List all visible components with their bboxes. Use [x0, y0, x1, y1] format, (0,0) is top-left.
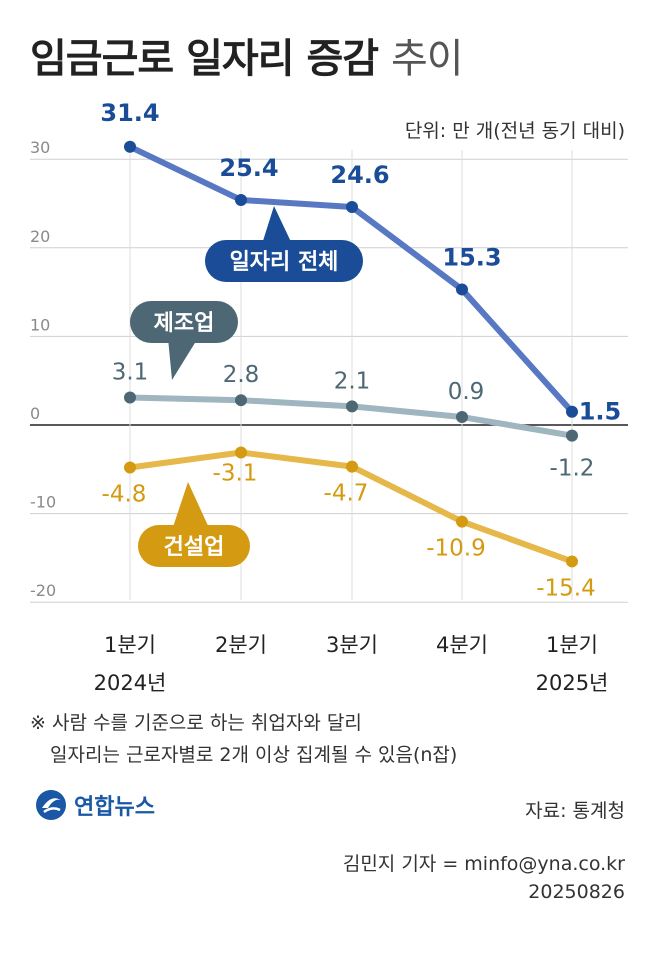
data-label: -10.9: [426, 536, 486, 562]
data-point: [566, 429, 578, 442]
data-label: -4.8: [102, 482, 147, 508]
y-tick-label: -10: [30, 493, 56, 512]
x-tick-label: 2분기: [215, 633, 267, 657]
data-point: [456, 411, 468, 424]
data-label: 3.1: [112, 360, 149, 386]
y-tick-label: 20: [30, 227, 50, 246]
data-label: -15.4: [536, 575, 596, 601]
yonhap-logo-icon: [36, 790, 66, 820]
series-badge-label: 제조업: [154, 311, 215, 336]
y-tick-label: 0: [30, 404, 40, 423]
data-point: [235, 193, 247, 206]
data-point: [235, 394, 247, 407]
data-point: [566, 555, 578, 568]
data-point: [456, 515, 468, 528]
y-tick-label: -20: [30, 581, 56, 600]
x-tick-label: 4분기: [436, 633, 488, 657]
title-bold: 임금근로 일자리 증감: [30, 36, 379, 82]
credit: 김민지 기자 = minfo@yna.co.kr 20250826: [343, 850, 625, 906]
data-label: 1.5: [579, 398, 622, 426]
data-label: -4.7: [324, 481, 369, 507]
series-badge-label: 건설업: [164, 535, 225, 560]
series-badge-pill: [130, 301, 238, 343]
yonhap-logo: 연합뉴스: [34, 788, 155, 822]
credit-reporter: 김민지 기자 = minfo@yna.co.kr: [342, 853, 625, 875]
data-point: [124, 461, 136, 474]
y-tick-label: 10: [30, 315, 50, 334]
series-badge-pill: [205, 240, 363, 282]
x-year-label: 2024년: [94, 671, 167, 695]
series-badge-tail: [262, 206, 292, 244]
source-label: 자료: 통계청: [525, 800, 625, 822]
title-light: 추이: [391, 36, 464, 82]
series-badge-pill: [138, 525, 250, 567]
x-tick-label: 3분기: [326, 633, 378, 657]
data-label: -3.1: [213, 460, 258, 486]
data-point: [346, 400, 358, 413]
logo-text: 연합뉴스: [74, 795, 155, 820]
data-label: 0.9: [448, 379, 485, 405]
data-label: 2.8: [223, 362, 260, 388]
data-label: 31.4: [100, 99, 159, 127]
data-point: [346, 201, 358, 214]
series-badge-tail: [172, 482, 210, 530]
data-label: -1.2: [550, 456, 595, 482]
data-label: 25.4: [219, 154, 278, 182]
data-point: [566, 405, 578, 418]
badge-total: 일자리 전체: [205, 206, 363, 282]
footnote-line-2: 일자리는 근로자별로 2개 이상 집계될 수 있음(n잡): [50, 744, 458, 766]
series-badge-label: 일자리 전체: [230, 250, 339, 275]
data-label: 2.1: [334, 368, 371, 394]
data-label: 24.6: [330, 161, 389, 189]
series-badge-tail: [168, 338, 198, 380]
badge-manufacturing: 제조업: [130, 301, 238, 380]
credit-date: 20250826: [528, 881, 625, 903]
x-tick-label: 1분기: [104, 633, 156, 657]
x-tick-label: 1분기: [546, 633, 598, 657]
unit-label: 단위: 만 개(전년 동기 대비): [404, 120, 625, 142]
chart-title: 임금근로 일자리 증감 추이: [30, 26, 464, 84]
data-point: [124, 391, 136, 404]
data-label: 15.3: [442, 243, 501, 271]
badge-construction: 건설업: [138, 482, 250, 567]
data-point: [235, 446, 247, 459]
data-point: [124, 140, 136, 153]
footnote-line-1: ※ 사람 수를 기준으로 하는 취업자와 달리: [30, 712, 362, 734]
data-point: [456, 283, 468, 296]
y-tick-label: 30: [30, 138, 50, 157]
data-point: [346, 460, 358, 473]
x-year-label: 2025년: [536, 671, 609, 695]
